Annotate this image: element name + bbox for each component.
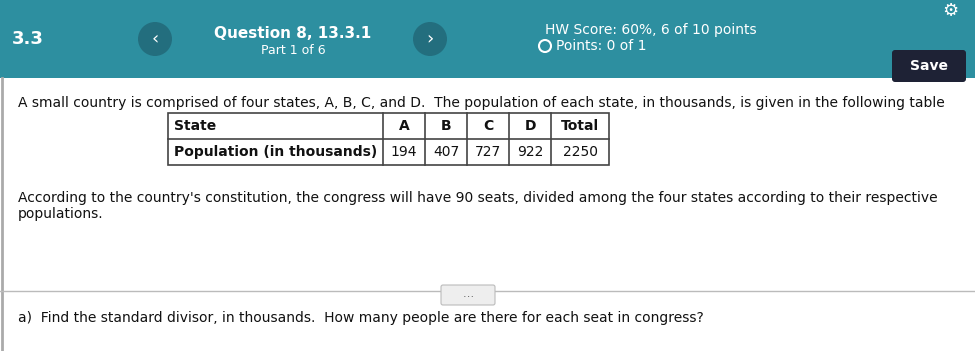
Text: 194: 194: [391, 145, 417, 159]
Text: C: C: [483, 119, 493, 133]
Text: Save: Save: [910, 59, 948, 73]
Text: D: D: [525, 119, 535, 133]
Text: Total: Total: [561, 119, 599, 133]
Text: populations.: populations.: [18, 207, 103, 221]
Text: ›: ›: [426, 30, 434, 48]
Circle shape: [413, 22, 447, 56]
Circle shape: [138, 22, 172, 56]
Text: 407: 407: [433, 145, 459, 159]
Text: ‹: ‹: [151, 30, 159, 48]
Text: B: B: [441, 119, 451, 133]
Text: Part 1 of 6: Part 1 of 6: [260, 45, 326, 58]
FancyBboxPatch shape: [168, 113, 609, 165]
Text: A: A: [399, 119, 410, 133]
Text: …: …: [462, 289, 474, 299]
Text: a)  Find the standard divisor, in thousands.  How many people are there for each: a) Find the standard divisor, in thousan…: [18, 311, 704, 325]
Text: Points: 0 of 1: Points: 0 of 1: [556, 39, 646, 53]
FancyBboxPatch shape: [441, 285, 495, 305]
Text: 922: 922: [517, 145, 543, 159]
FancyBboxPatch shape: [0, 0, 975, 78]
Text: State: State: [174, 119, 216, 133]
FancyBboxPatch shape: [892, 50, 966, 82]
Text: 727: 727: [475, 145, 501, 159]
Text: Question 8, 13.3.1: Question 8, 13.3.1: [214, 26, 371, 40]
FancyBboxPatch shape: [0, 78, 975, 351]
Text: ⚙: ⚙: [942, 2, 958, 20]
Text: Population (in thousands): Population (in thousands): [174, 145, 377, 159]
Text: 2250: 2250: [563, 145, 598, 159]
Text: 3.3: 3.3: [12, 30, 44, 48]
Text: According to the country's constitution, the congress will have 90 seats, divide: According to the country's constitution,…: [18, 191, 938, 205]
Text: HW Score: 60%, 6 of 10 points: HW Score: 60%, 6 of 10 points: [545, 23, 757, 37]
Text: A small country is comprised of four states, A, B, C, and D.  The population of : A small country is comprised of four sta…: [18, 96, 945, 110]
